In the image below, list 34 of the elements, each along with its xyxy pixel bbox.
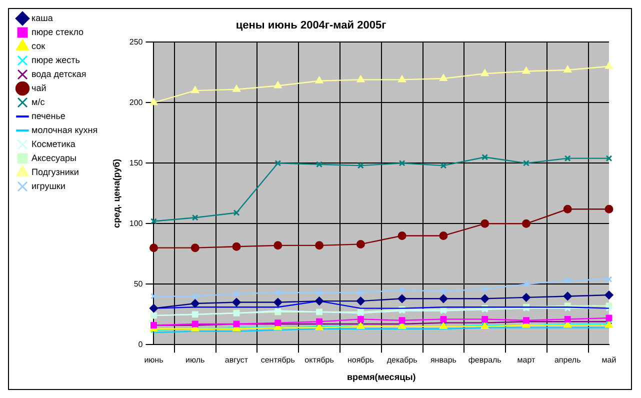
y-tick-label: 150: [129, 158, 144, 168]
x-tick-label: июль: [186, 356, 205, 365]
y-tick-label: 50: [134, 279, 144, 288]
y-tick-label: 200: [129, 98, 144, 107]
y-tick-label: 250: [129, 37, 144, 46]
legend-label: пюре стекло: [32, 26, 84, 37]
legend-label: каша: [32, 12, 53, 23]
x-tick-label: апрель: [554, 356, 581, 365]
legend-label: чай: [32, 82, 46, 93]
chart-title: цены июнь 2004г-май 2005г: [236, 20, 387, 32]
x-tick-label: август: [224, 356, 248, 365]
y-tick-label: 100: [129, 218, 144, 228]
x-tick-label: июнь: [144, 356, 164, 365]
x-tick-label: сентябрь: [260, 356, 295, 365]
legend-label: печенье: [32, 110, 66, 121]
legend-label: Подгузники: [32, 166, 79, 177]
x-tick-label: октябрь: [304, 356, 334, 365]
legend-label: Косметика: [32, 138, 76, 149]
x-tick-label: ноябрь: [347, 356, 374, 365]
legend-label: сок: [32, 40, 46, 51]
legend-label: молочная кухня: [32, 124, 98, 135]
y-axis-title: сред. цена(руб): [111, 158, 122, 228]
legend-label: игрушки: [32, 180, 66, 191]
x-tick-label: май: [602, 356, 616, 365]
x-tick-label: февраль: [468, 356, 502, 365]
legend-label: вода детская: [32, 68, 86, 79]
legend-label: Аксесуары: [32, 152, 76, 163]
x-tick-label: март: [517, 356, 536, 365]
x-tick-label: декабрь: [386, 356, 418, 365]
legend-label: пюре жесть: [32, 54, 80, 65]
x-axis-title: время(месяцы): [346, 372, 416, 382]
x-tick-label: январь: [430, 356, 456, 365]
y-tick-label: 0: [138, 340, 144, 349]
legend-label: м/с: [32, 96, 46, 107]
